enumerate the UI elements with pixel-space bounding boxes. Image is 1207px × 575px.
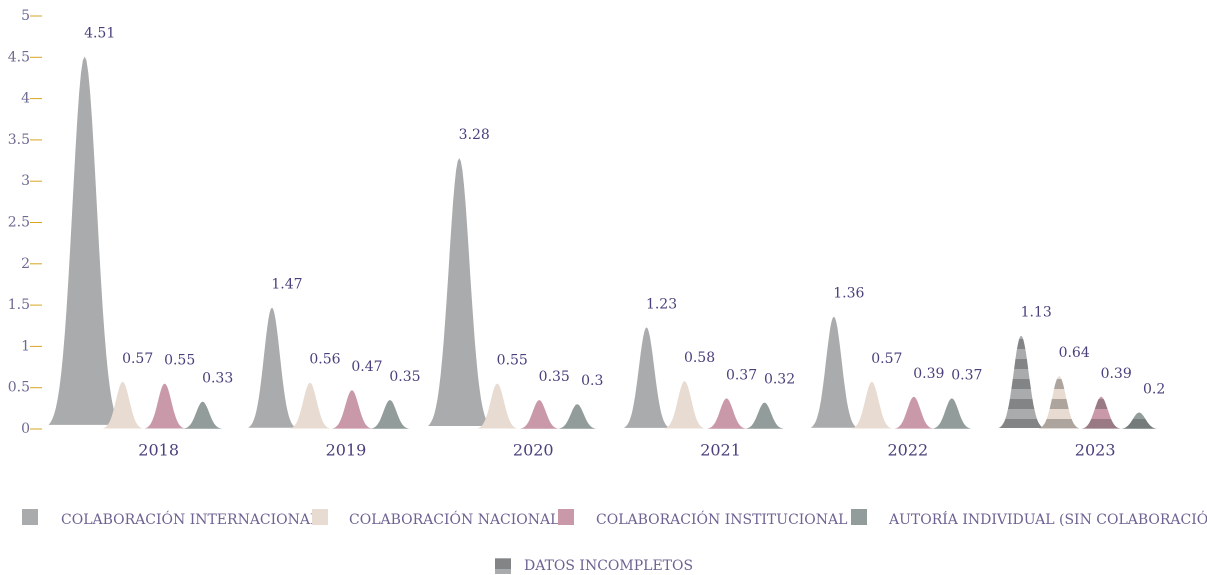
data-label: 0.33 — [202, 371, 233, 387]
bell — [851, 381, 893, 429]
x-tick-label: 2023 — [1075, 441, 1116, 460]
bell — [894, 396, 934, 429]
legend-swatch — [558, 509, 574, 525]
bell — [810, 316, 858, 428]
bell — [664, 381, 705, 429]
data-label: 3.28 — [459, 127, 490, 143]
bell — [477, 383, 518, 429]
data-label: 0.55 — [164, 353, 195, 369]
data-label: 0.55 — [497, 353, 528, 369]
y-tick-label: 3.5 — [8, 132, 30, 148]
y-tick-label: 2.5 — [8, 215, 30, 231]
bell — [932, 398, 972, 429]
bell — [428, 158, 491, 426]
bell — [332, 390, 372, 429]
bell — [1120, 412, 1158, 429]
bell — [623, 327, 670, 428]
data-label: 0.39 — [913, 366, 944, 382]
bell — [102, 381, 143, 429]
data-label: 0.37 — [951, 367, 982, 383]
y-tick-label: 4.5 — [8, 49, 30, 65]
y-tick-label: 0 — [21, 421, 30, 437]
bell — [144, 383, 185, 429]
data-label: 4.51 — [84, 25, 115, 41]
legend-label: COLABORACIÓN INTERNACIONAL — [61, 510, 319, 528]
legend-swatch — [312, 509, 328, 525]
data-label: 0.64 — [1059, 345, 1090, 361]
y-tick-label: 0.5 — [8, 380, 30, 396]
y-tick-label: 1.5 — [8, 297, 30, 313]
bell — [707, 398, 746, 429]
data-label: 0.35 — [539, 369, 570, 385]
data-label: 1.47 — [271, 277, 302, 293]
data-label: 0.57 — [122, 351, 153, 367]
bell — [519, 400, 559, 429]
legend-swatch — [495, 558, 511, 574]
bell — [48, 56, 121, 425]
legend-label: AUTORÍA INDIVIDUAL (SIN COLABORACIÓN) — [888, 510, 1207, 528]
x-tick-label: 2022 — [887, 441, 928, 460]
data-label: 0.3 — [581, 373, 603, 389]
bell — [1081, 396, 1121, 429]
data-label: 1.13 — [1021, 305, 1052, 321]
legend-swatch — [851, 509, 867, 525]
x-tick-label: 2020 — [513, 441, 554, 460]
legend-label: COLABORACIÓN NACIONAL — [349, 510, 559, 528]
x-tick-label: 2019 — [326, 441, 367, 460]
y-tick-label: 2 — [21, 256, 30, 272]
legend-label: COLABORACIÓN INSTITUCIONAL — [596, 510, 847, 528]
y-tick-label: 1 — [21, 338, 30, 354]
bell — [370, 400, 410, 429]
data-label: 0.39 — [1101, 366, 1132, 382]
bell — [998, 335, 1044, 428]
data-label: 0.2 — [1143, 381, 1165, 397]
data-label: 1.36 — [833, 286, 864, 302]
y-tick-label: 4 — [21, 91, 30, 107]
bell — [558, 404, 597, 429]
data-label: 1.23 — [646, 296, 677, 312]
data-label: 0.32 — [764, 372, 795, 388]
bell — [248, 307, 296, 428]
legend-label: DATOS INCOMPLETOS — [524, 558, 693, 574]
bell — [745, 402, 784, 429]
data-label: 0.37 — [726, 367, 757, 383]
data-label: 0.47 — [351, 359, 382, 375]
x-tick-label: 2021 — [700, 441, 741, 460]
x-tick-label: 2018 — [138, 441, 179, 460]
data-label: 0.57 — [871, 351, 902, 367]
y-tick-label: 3 — [21, 173, 30, 189]
data-label: 0.58 — [684, 350, 715, 366]
data-label: 0.35 — [389, 369, 420, 385]
data-label: 0.56 — [309, 352, 340, 368]
y-tick-label: 5 — [21, 8, 30, 24]
bell — [289, 382, 331, 429]
bell — [183, 401, 222, 429]
bell — [1038, 376, 1080, 429]
legend-swatch — [22, 509, 38, 525]
